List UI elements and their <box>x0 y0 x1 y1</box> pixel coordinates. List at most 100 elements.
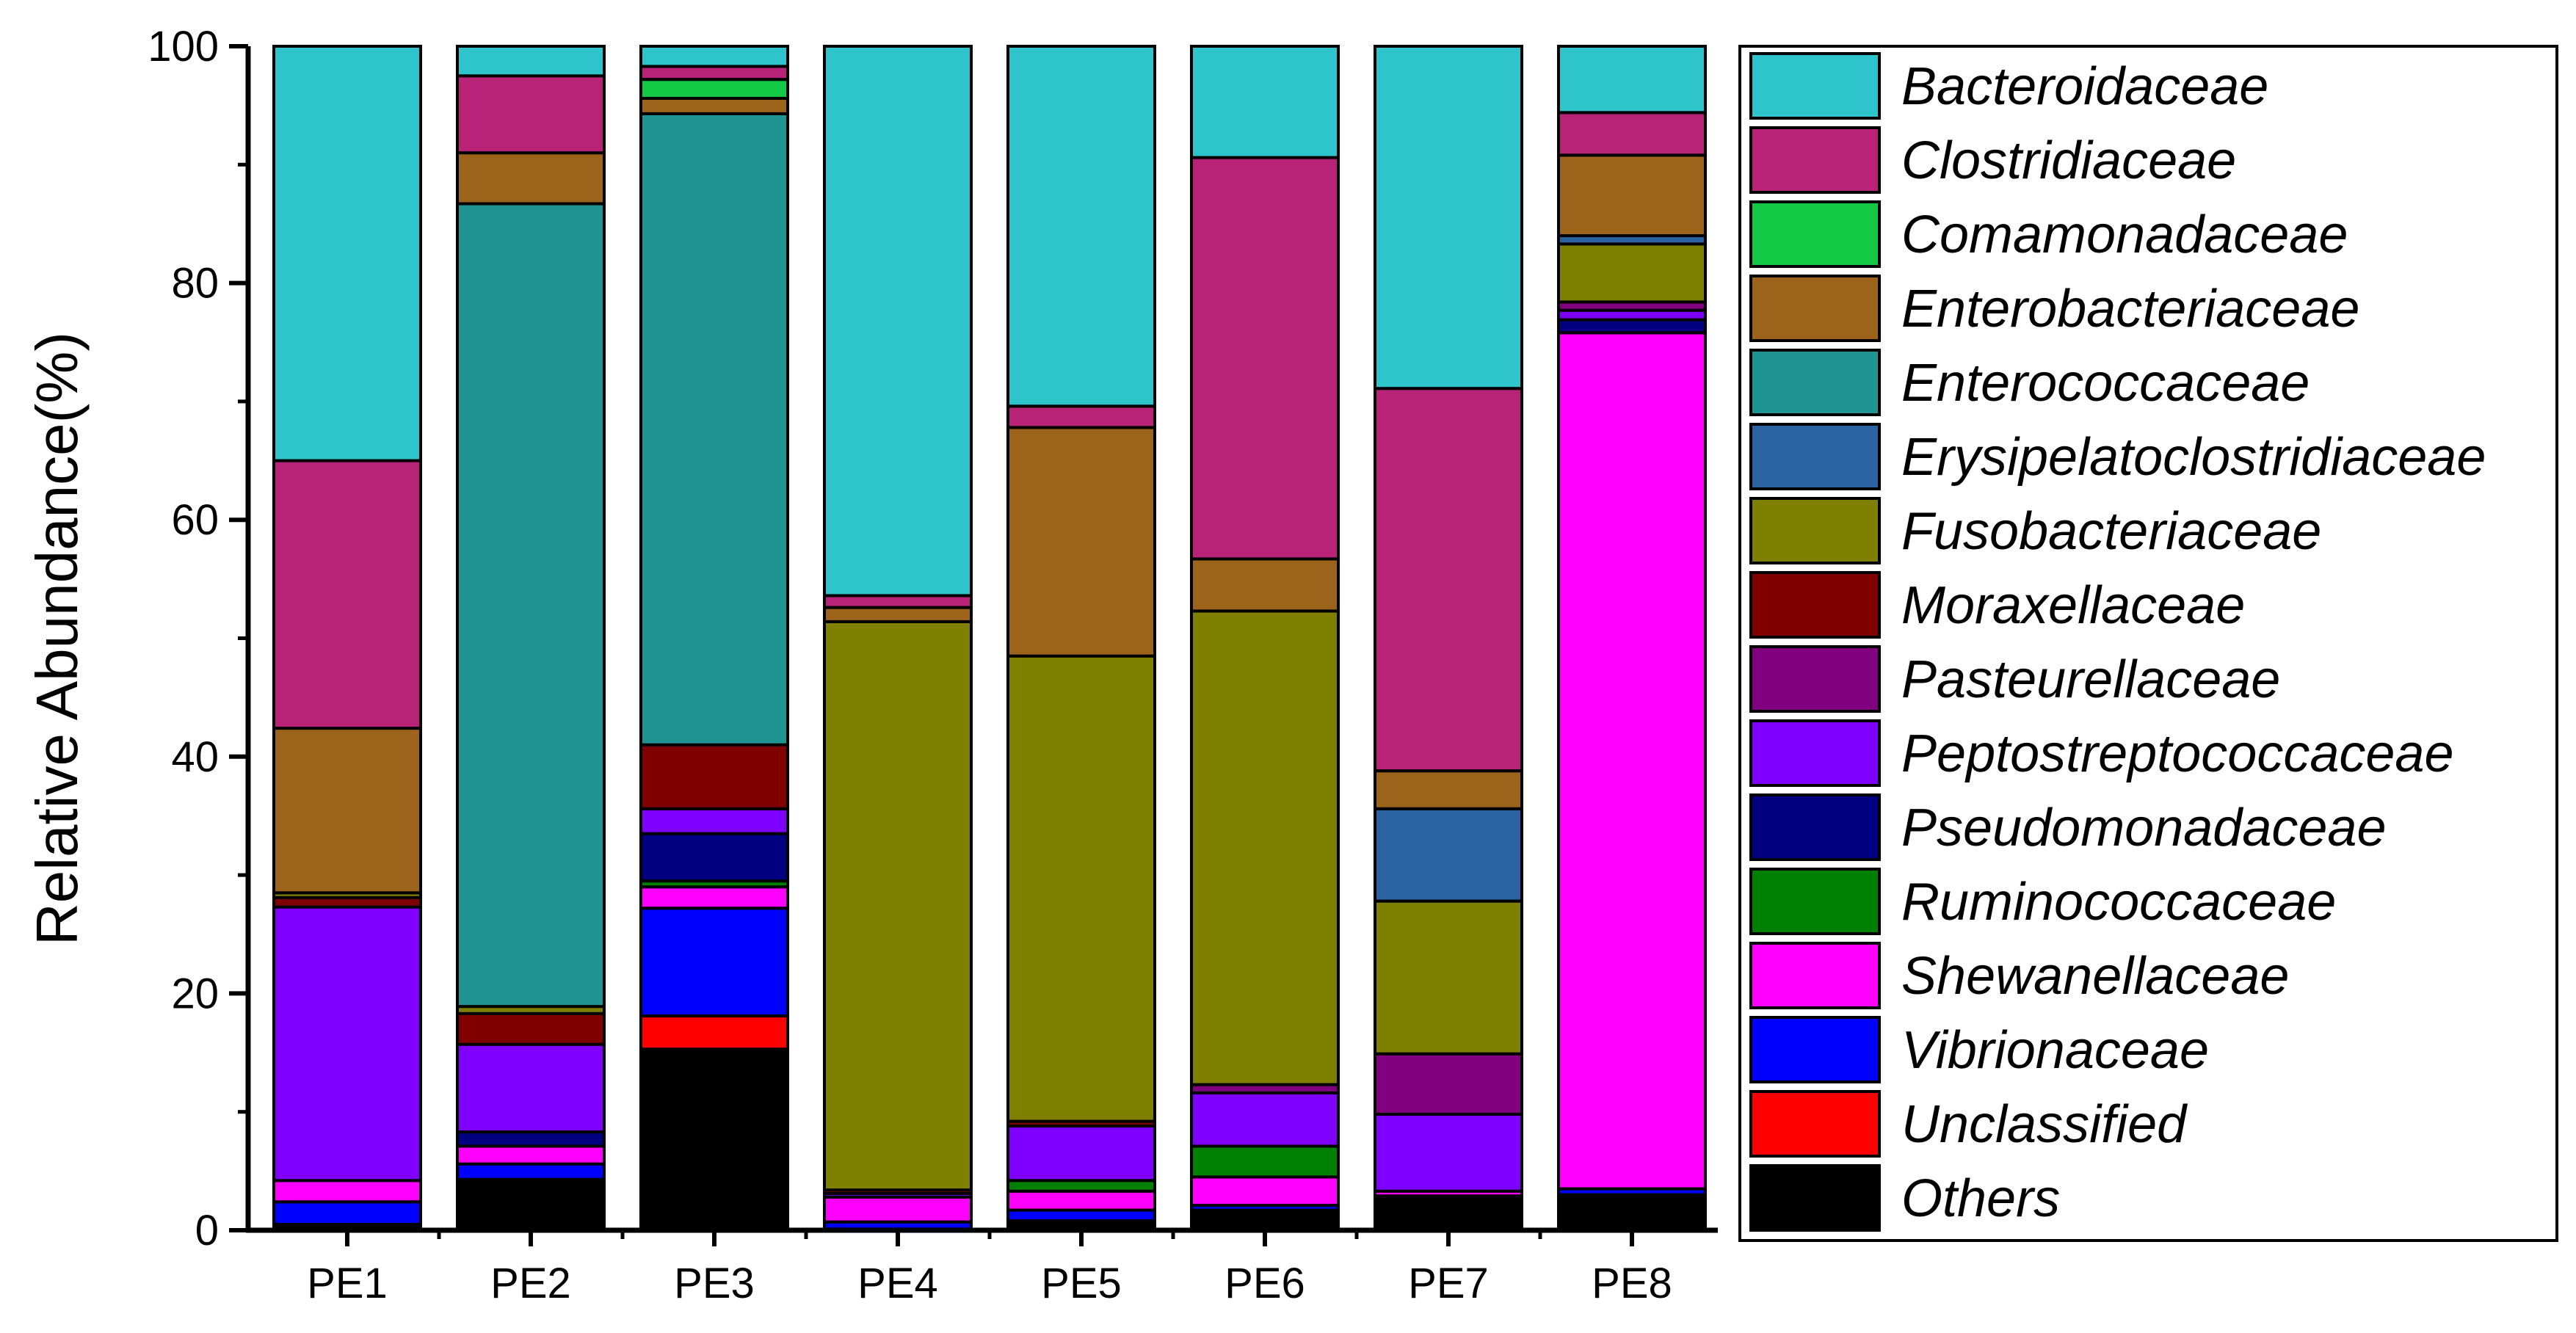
bar-segment-pe8-fusobacteriaceae <box>1557 242 1707 304</box>
bar-segment-pe3-enterobacteriaceae <box>639 96 789 115</box>
bar-segment-pe1-shewanellaceae <box>272 1179 422 1204</box>
y-tick-label: 20 <box>171 970 219 1017</box>
legend-swatch <box>1749 200 1881 268</box>
bar-segment-pe3-bacteroidaceae <box>639 45 789 68</box>
legend-item: Peptostreptococcaceae <box>1749 719 2453 787</box>
bar-segment-pe6-enterobacteriaceae <box>1190 557 1340 613</box>
bar-segment-pe5-bacteroidaceae <box>1006 45 1156 408</box>
legend-swatch <box>1749 793 1881 861</box>
bar-segment-pe3-vibrionaceae <box>639 907 789 1018</box>
legend-item: Bacteroidaceae <box>1749 52 2268 120</box>
legend-label: Ruminococcaceae <box>1901 873 2336 931</box>
bar-segment-pe3-clostridiaceae <box>639 65 789 81</box>
bar-segment-pe3-others <box>639 1047 789 1232</box>
legend-label: Moraxellaceae <box>1901 576 2245 635</box>
legend-label: Unclassified <box>1901 1095 2188 1154</box>
legend-label: Clostridiaceae <box>1901 131 2236 190</box>
bar-segment-pe8-clostridiaceae <box>1557 111 1707 157</box>
bar-segment-pe4-clostridiaceae <box>823 594 973 609</box>
y-tick-label: 0 <box>195 1207 219 1254</box>
bar-segment-pe2-pseudomonadaceae <box>456 1130 606 1148</box>
legend-item: Comamonadaceae <box>1749 200 2348 268</box>
bar-segment-pe1-bacteroidaceae <box>272 45 422 462</box>
legend-swatch <box>1749 719 1881 787</box>
x-tick-label: PE1 <box>307 1260 388 1307</box>
bar-segment-pe6-bacteroidaceae <box>1190 45 1340 159</box>
bar-segment-pe3-peptostreptococcaceae <box>639 807 789 835</box>
legend-swatch <box>1749 942 1881 1009</box>
bar-segment-pe1-enterobacteriaceae <box>272 727 422 895</box>
legend-item: Clostridiaceae <box>1749 126 2236 194</box>
bar-segment-pe6-shewanellaceae <box>1190 1175 1340 1207</box>
bar-segment-pe7-pasteurellaceae <box>1374 1052 1523 1116</box>
legend-swatch <box>1749 349 1881 416</box>
bar-segment-pe8-bacteroidaceae <box>1557 45 1707 115</box>
bar-segment-pe7-erysipelatoclostridiaceae <box>1374 807 1523 903</box>
bar-segment-pe3-pseudomonadaceae <box>639 832 789 883</box>
y-axis-title: Relative Abundance(%) <box>24 332 90 945</box>
bar-segment-pe2-vibrionaceae <box>456 1162 606 1181</box>
bar-segment-pe3-shewanellaceae <box>639 885 789 910</box>
legend-item: Moraxellaceae <box>1749 571 2245 639</box>
legend-swatch <box>1749 52 1881 120</box>
legend-item: Unclassified <box>1749 1090 2188 1158</box>
legend-swatch <box>1749 571 1881 639</box>
bar-segment-pe3-comamonadaceae <box>639 78 789 100</box>
legend-label: Others <box>1901 1169 2060 1228</box>
legend-swatch <box>1749 1164 1881 1232</box>
legend-label: Peptostreptococcaceae <box>1901 724 2453 783</box>
bar-segment-pe5-ruminococcaceae <box>1006 1179 1156 1193</box>
legend-item: Vibrionaceae <box>1749 1016 2209 1083</box>
bar-segment-pe6-clostridiaceae <box>1190 156 1340 561</box>
legend-label: Enterobacteriaceae <box>1901 280 2359 338</box>
bar-segment-pe7-bacteroidaceae <box>1374 45 1523 391</box>
legend-swatch <box>1749 275 1881 342</box>
legend-swatch <box>1749 645 1881 713</box>
bar-segment-pe2-peptostreptococcaceae <box>456 1042 606 1134</box>
bar-segment-pe8-others <box>1557 1193 1707 1232</box>
legend-swatch <box>1749 868 1881 935</box>
legend-item: Others <box>1749 1164 2060 1232</box>
bar-segment-pe7-clostridiaceae <box>1374 387 1523 773</box>
bar-segment-pe5-clostridiaceae <box>1006 404 1156 429</box>
bar-segment-pe3-moraxellaceae <box>639 743 789 810</box>
legend-label: Enterococcaceae <box>1901 354 2310 413</box>
y-tick-label: 60 <box>171 496 219 544</box>
bar-segment-pe8-shewanellaceae <box>1557 331 1707 1191</box>
bar-segment-pe1-clostridiaceae <box>272 459 422 730</box>
legend-label: Vibrionaceae <box>1901 1021 2209 1080</box>
legend: Bacteroidaceae Clostridiaceae Comamonadace… <box>1738 45 2558 1242</box>
bar-segment-pe5-fusobacteriaceae <box>1006 654 1156 1123</box>
bar-segment-pe2-enterococcaceae <box>456 202 606 1009</box>
bar-segment-pe7-others <box>1374 1194 1523 1232</box>
bar-segment-pe6-others <box>1190 1208 1340 1232</box>
bar-segment-pe6-peptostreptococcaceae <box>1190 1091 1340 1148</box>
legend-item: Enterococcaceae <box>1749 349 2310 416</box>
bar-segment-pe4-shewanellaceae <box>823 1195 973 1224</box>
y-tick-label: 80 <box>171 260 219 308</box>
legend-item: Ruminococcaceae <box>1749 868 2336 935</box>
legend-item: Enterobacteriaceae <box>1749 275 2359 342</box>
axes-group: PE1 PE2 PE3 PE4 PE5 PE6 PE7 PE8 0 20 40 60 80 100 <box>148 23 1718 1307</box>
legend-item: Fusobacteriaceae <box>1749 497 2321 564</box>
x-tick-label: PE5 <box>1041 1260 1122 1307</box>
x-tick-label: PE3 <box>674 1260 755 1307</box>
bar-segment-pe2-enterobacteriaceae <box>456 151 606 206</box>
legend-label: Shewanellaceae <box>1901 947 2289 1006</box>
bar-segment-pe1-peptostreptococcaceae <box>272 905 422 1183</box>
y-tick-label: 100 <box>148 23 219 70</box>
legend-item: Pasteurellaceae <box>1749 645 2280 713</box>
bar-segment-pe7-peptostreptococcaceae <box>1374 1112 1523 1193</box>
bar-segment-pe2-moraxellaceae <box>456 1011 606 1046</box>
legend-swatch <box>1749 126 1881 194</box>
x-tick-label: PE7 <box>1408 1260 1489 1307</box>
bar-segment-pe7-fusobacteriaceae <box>1374 899 1523 1056</box>
x-tick-label: PE6 <box>1224 1260 1305 1307</box>
bar-segment-pe4-fusobacteriaceae <box>823 620 973 1192</box>
bars-group <box>272 45 1707 1232</box>
y-tick-label: 40 <box>171 733 219 781</box>
legend-swatch <box>1749 1090 1881 1158</box>
x-tick-label: PE2 <box>490 1260 571 1307</box>
bar-segment-pe5-peptostreptococcaceae <box>1006 1125 1156 1183</box>
bar-segment-pe2-shewanellaceae <box>456 1144 606 1166</box>
